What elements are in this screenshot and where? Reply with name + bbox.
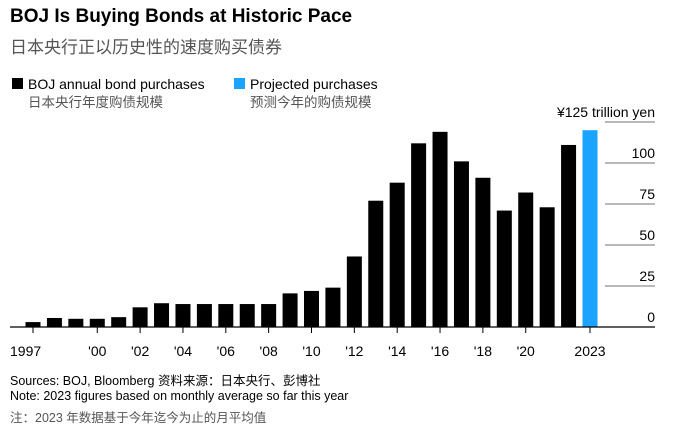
chart-title: BOJ Is Buying Bonds at Historic Pace (10, 6, 352, 27)
x-tick-label: '02 (131, 343, 149, 359)
x-tick-label: '00 (88, 343, 106, 359)
chart-subtitle: 日本央行正以历史性的速度购买债券 (10, 38, 282, 57)
bar (154, 303, 170, 327)
bar (68, 318, 84, 327)
legend-label: 预测今年的购债规模 (250, 95, 372, 110)
legend-label: Projected purchases (250, 76, 378, 92)
x-tick-label: 1997 (10, 343, 41, 359)
footnote: Note: 2023 figures based on monthly aver… (10, 389, 348, 403)
x-tick-label: '06 (217, 343, 235, 359)
bar (475, 177, 491, 327)
legend-label: BOJ annual bond purchases (28, 76, 205, 92)
legend-swatch (12, 78, 23, 89)
bar (261, 304, 277, 327)
bar (432, 131, 448, 327)
bar (196, 304, 212, 327)
bar (496, 210, 512, 327)
bar (582, 130, 598, 327)
bar (346, 256, 362, 327)
footnote: 注：2023 年数据基于今年迄今为止的月平均值 (10, 410, 266, 425)
x-tick-label: '18 (474, 343, 492, 359)
bar (304, 290, 319, 327)
y-tick-label: 75 (639, 186, 655, 202)
bar (132, 307, 148, 327)
y-tick-label: 25 (639, 268, 655, 284)
y-tick-label: 0 (647, 309, 655, 325)
x-tick-label: '04 (174, 343, 192, 359)
bar (539, 207, 555, 327)
bar (561, 144, 577, 327)
y-tick-label: 50 (639, 227, 655, 243)
bar (389, 182, 405, 327)
y-tick-label: ¥125 trillion yen (556, 104, 655, 120)
x-tick-label: '16 (431, 343, 449, 359)
bar (89, 318, 105, 327)
bar (46, 317, 62, 327)
bar (325, 287, 341, 327)
bar (368, 200, 384, 327)
bar (453, 161, 469, 327)
x-tick-label: '12 (345, 343, 363, 359)
x-tick-label: 2023 (574, 343, 605, 359)
x-tick-label: '08 (260, 343, 278, 359)
x-tick-label: '14 (388, 343, 406, 359)
bar (239, 304, 255, 327)
footnote: Sources: BOJ, Bloomberg 资料来源：日本央行、彭博社 (10, 373, 320, 388)
legend-swatch (234, 78, 245, 89)
bar (518, 192, 534, 327)
bar (175, 304, 191, 327)
legend-label: 日本央行年度购债规模 (28, 95, 163, 110)
bar (111, 317, 127, 327)
bar (282, 293, 298, 327)
x-tick-label: '10 (302, 343, 320, 359)
x-tick-label: '20 (517, 343, 535, 359)
bar (411, 143, 427, 327)
y-tick-label: 100 (632, 145, 656, 161)
bar (218, 304, 234, 327)
bar (25, 322, 41, 327)
